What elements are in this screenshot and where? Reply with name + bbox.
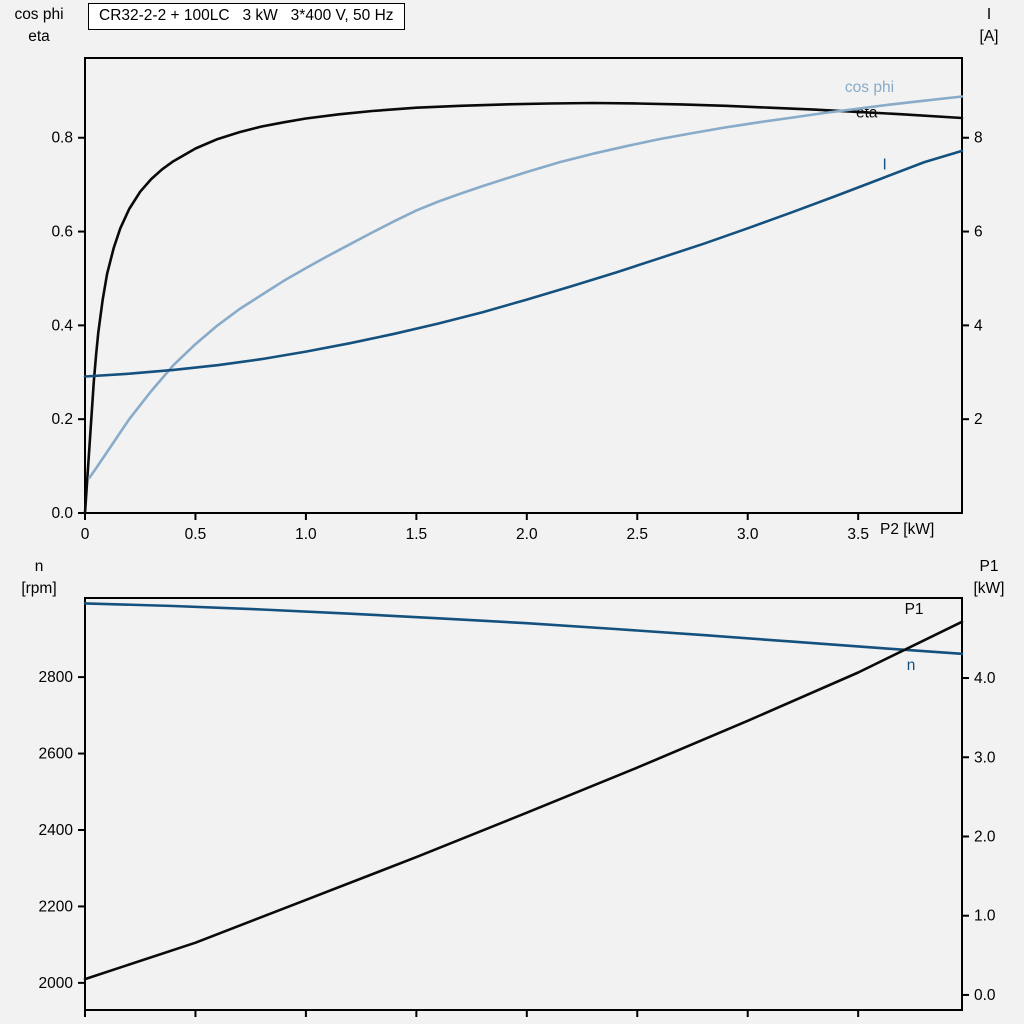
svg-text:3.0: 3.0 <box>737 526 759 543</box>
svg-text:3.0: 3.0 <box>974 749 996 766</box>
svg-text:2: 2 <box>974 411 983 428</box>
y-left-axis-title-bottom-panel: n [rpm] <box>0 556 78 600</box>
y-right-axis-title-bottom-panel: P1 [kW] <box>958 556 1020 600</box>
axis-label-cos-phi: cos phi <box>14 6 64 23</box>
svg-text:3.5: 3.5 <box>847 526 869 543</box>
svg-text:2800: 2800 <box>39 669 74 686</box>
chart-title: CR32-2-2 + 100LC 3 kW 3*400 V, 50 Hz <box>88 3 405 30</box>
series-cos-phi <box>88 95 964 480</box>
svg-text:4: 4 <box>974 317 983 334</box>
axis-label-speed-unit: [rpm] <box>21 580 57 597</box>
svg-text:2000: 2000 <box>39 975 74 992</box>
svg-text:1.0: 1.0 <box>974 908 996 925</box>
axis-label-p1: P1 <box>979 558 999 575</box>
svg-text:4.0: 4.0 <box>974 670 996 687</box>
axis-label-speed: n <box>34 558 44 575</box>
y-left-axis-title-top-panel: cos phi eta <box>0 4 78 48</box>
series-eta <box>83 101 964 515</box>
curve-label-P1: P1 <box>905 601 924 618</box>
svg-text:1.5: 1.5 <box>406 526 428 543</box>
svg-text:0.8: 0.8 <box>51 130 73 147</box>
curve-label-I: I <box>882 157 886 174</box>
svg-text:8: 8 <box>974 130 983 147</box>
x-axis-title: P2 [kW] <box>880 521 935 538</box>
svg-text:2600: 2600 <box>39 746 74 763</box>
axis-label-current: I <box>986 6 992 23</box>
svg-text:2.5: 2.5 <box>626 526 648 543</box>
svg-text:0: 0 <box>81 526 90 543</box>
axis-label-eta: eta <box>28 28 50 45</box>
axis-label-p1-unit: [kW] <box>973 580 1005 597</box>
svg-text:0.0: 0.0 <box>51 505 73 522</box>
svg-text:2.0: 2.0 <box>974 828 996 845</box>
curve-label-cos-phi: cos phi <box>845 79 894 96</box>
axis-label-current-unit: [A] <box>979 28 999 45</box>
curve-label-n: n <box>907 657 916 674</box>
svg-text:0.4: 0.4 <box>51 317 73 334</box>
series-n <box>83 602 964 656</box>
svg-text:0.6: 0.6 <box>51 224 73 241</box>
svg-text:0.5: 0.5 <box>185 526 207 543</box>
svg-text:2200: 2200 <box>39 898 74 915</box>
svg-text:1.0: 1.0 <box>295 526 317 543</box>
series-I <box>83 149 964 378</box>
svg-text:0.0: 0.0 <box>974 987 996 1004</box>
svg-text:6: 6 <box>974 224 983 241</box>
y-right-axis-title-top-panel: I [A] <box>958 4 1020 48</box>
svg-text:2400: 2400 <box>39 822 74 839</box>
series-P1 <box>83 620 964 981</box>
svg-text:0.2: 0.2 <box>51 411 73 428</box>
svg-text:2.0: 2.0 <box>516 526 538 543</box>
